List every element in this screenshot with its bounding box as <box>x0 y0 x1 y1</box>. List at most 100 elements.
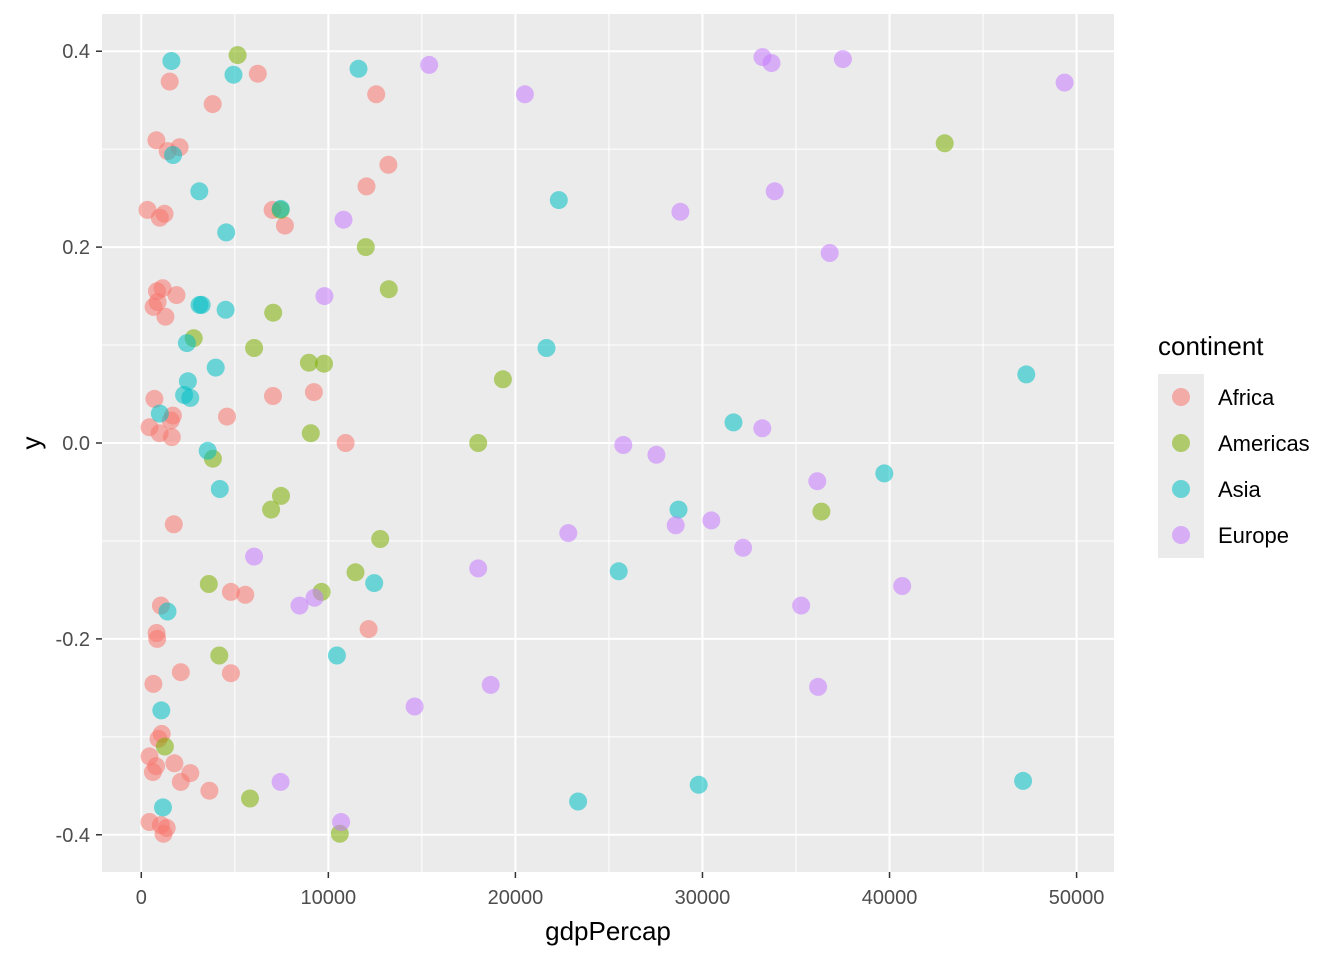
data-point-africa <box>160 72 179 91</box>
data-point-europe <box>893 577 912 595</box>
legend-label-americas: Americas <box>1218 431 1310 456</box>
legend-label-africa: Africa <box>1218 385 1275 410</box>
data-point-americas <box>155 737 174 756</box>
data-point-asia <box>569 792 588 811</box>
data-point-africa <box>203 95 222 114</box>
data-point-americas <box>315 354 333 373</box>
data-point-asia <box>192 295 211 314</box>
x-axis: 0 10000 20000 30000 40000 50000 <box>136 872 1104 909</box>
data-point-europe <box>271 772 290 791</box>
data-point-asia <box>1017 365 1036 384</box>
data-point-asia <box>349 59 368 78</box>
data-point-asia <box>724 413 743 432</box>
data-point-africa <box>147 131 166 150</box>
legend-key-europe <box>1172 526 1190 544</box>
data-point-asia <box>365 574 384 593</box>
data-point-europe <box>481 675 500 694</box>
legend-title: continent <box>1158 331 1264 361</box>
y-axis: -0.4 -0.2 0.0 0.2 0.4 <box>56 41 102 847</box>
data-point-africa <box>143 763 162 782</box>
y-tick-label: 0.0 <box>62 433 90 455</box>
data-point-americas <box>379 280 398 299</box>
data-point-africa <box>164 515 183 534</box>
data-point-africa <box>154 824 173 843</box>
data-point-americas <box>469 434 488 452</box>
data-point-africa <box>171 663 190 682</box>
data-point-asia <box>154 798 172 817</box>
data-point-europe <box>753 419 772 438</box>
data-point-europe <box>792 596 811 615</box>
data-point-asia <box>198 441 217 460</box>
data-point-asia <box>210 480 229 498</box>
data-point-asia <box>216 300 235 319</box>
data-point-africa <box>162 428 181 447</box>
data-point-europe <box>245 547 264 566</box>
data-point-asia <box>1014 771 1033 790</box>
y-tick-label: 0.4 <box>62 41 90 63</box>
data-point-americas <box>371 530 390 548</box>
y-tick-label: -0.4 <box>56 825 90 847</box>
data-point-africa <box>357 177 376 196</box>
data-point-europe <box>405 697 424 716</box>
data-point-americas <box>199 575 218 593</box>
data-point-americas <box>264 303 283 322</box>
data-point-africa <box>218 407 236 426</box>
data-point-americas <box>272 486 290 505</box>
data-point-europe <box>515 85 534 104</box>
x-tick-label: 40000 <box>862 887 918 909</box>
data-point-africa <box>275 216 294 235</box>
data-point-americas <box>228 46 247 65</box>
data-point-americas <box>210 646 229 665</box>
data-point-asia <box>875 464 894 483</box>
data-point-asia <box>177 334 196 353</box>
data-point-europe <box>559 524 578 543</box>
data-point-europe <box>808 472 827 491</box>
data-point-africa <box>167 286 186 305</box>
data-point-americas <box>262 500 281 519</box>
data-point-americas <box>245 339 264 357</box>
legend-key-americas <box>1172 434 1190 452</box>
data-point-africa <box>200 781 219 800</box>
data-point-americas <box>812 502 831 521</box>
data-point-asia <box>669 500 688 519</box>
x-tick-label: 20000 <box>488 887 544 909</box>
data-point-asia <box>217 223 236 242</box>
y-tick-label: -0.2 <box>56 629 90 651</box>
data-point-africa <box>144 674 163 693</box>
data-point-europe <box>833 50 852 69</box>
data-point-americas <box>356 238 375 257</box>
data-point-europe <box>671 202 690 221</box>
y-axis-title: y <box>16 437 46 450</box>
data-point-asia <box>164 146 183 164</box>
data-point-africa <box>304 383 323 402</box>
data-point-africa <box>367 85 386 104</box>
data-point-europe <box>762 54 781 72</box>
legend-key-asia <box>1172 480 1190 498</box>
legend-label-asia: Asia <box>1218 477 1262 502</box>
data-point-europe <box>702 511 721 530</box>
x-tick-label: 30000 <box>675 887 731 909</box>
data-point-asia <box>178 372 197 391</box>
data-point-asia <box>224 65 243 84</box>
data-point-europe <box>334 210 353 229</box>
data-point-europe <box>666 516 685 535</box>
data-point-africa <box>165 754 184 773</box>
data-point-europe <box>614 436 633 454</box>
data-point-asia <box>327 646 346 665</box>
data-point-americas <box>346 563 365 582</box>
data-points <box>138 46 1074 843</box>
data-point-asia <box>271 199 290 218</box>
data-point-europe <box>809 677 828 696</box>
data-point-europe <box>332 813 351 831</box>
data-point-africa <box>150 208 169 227</box>
data-point-europe <box>820 244 839 262</box>
y-tick-label: 0.2 <box>62 237 90 259</box>
data-point-asia <box>549 191 568 210</box>
major-gridlines <box>102 14 1114 872</box>
data-point-americas <box>301 424 320 443</box>
data-point-africa <box>336 434 355 452</box>
data-point-africa <box>248 64 267 83</box>
data-point-europe <box>734 538 753 557</box>
data-point-asia <box>158 602 177 621</box>
